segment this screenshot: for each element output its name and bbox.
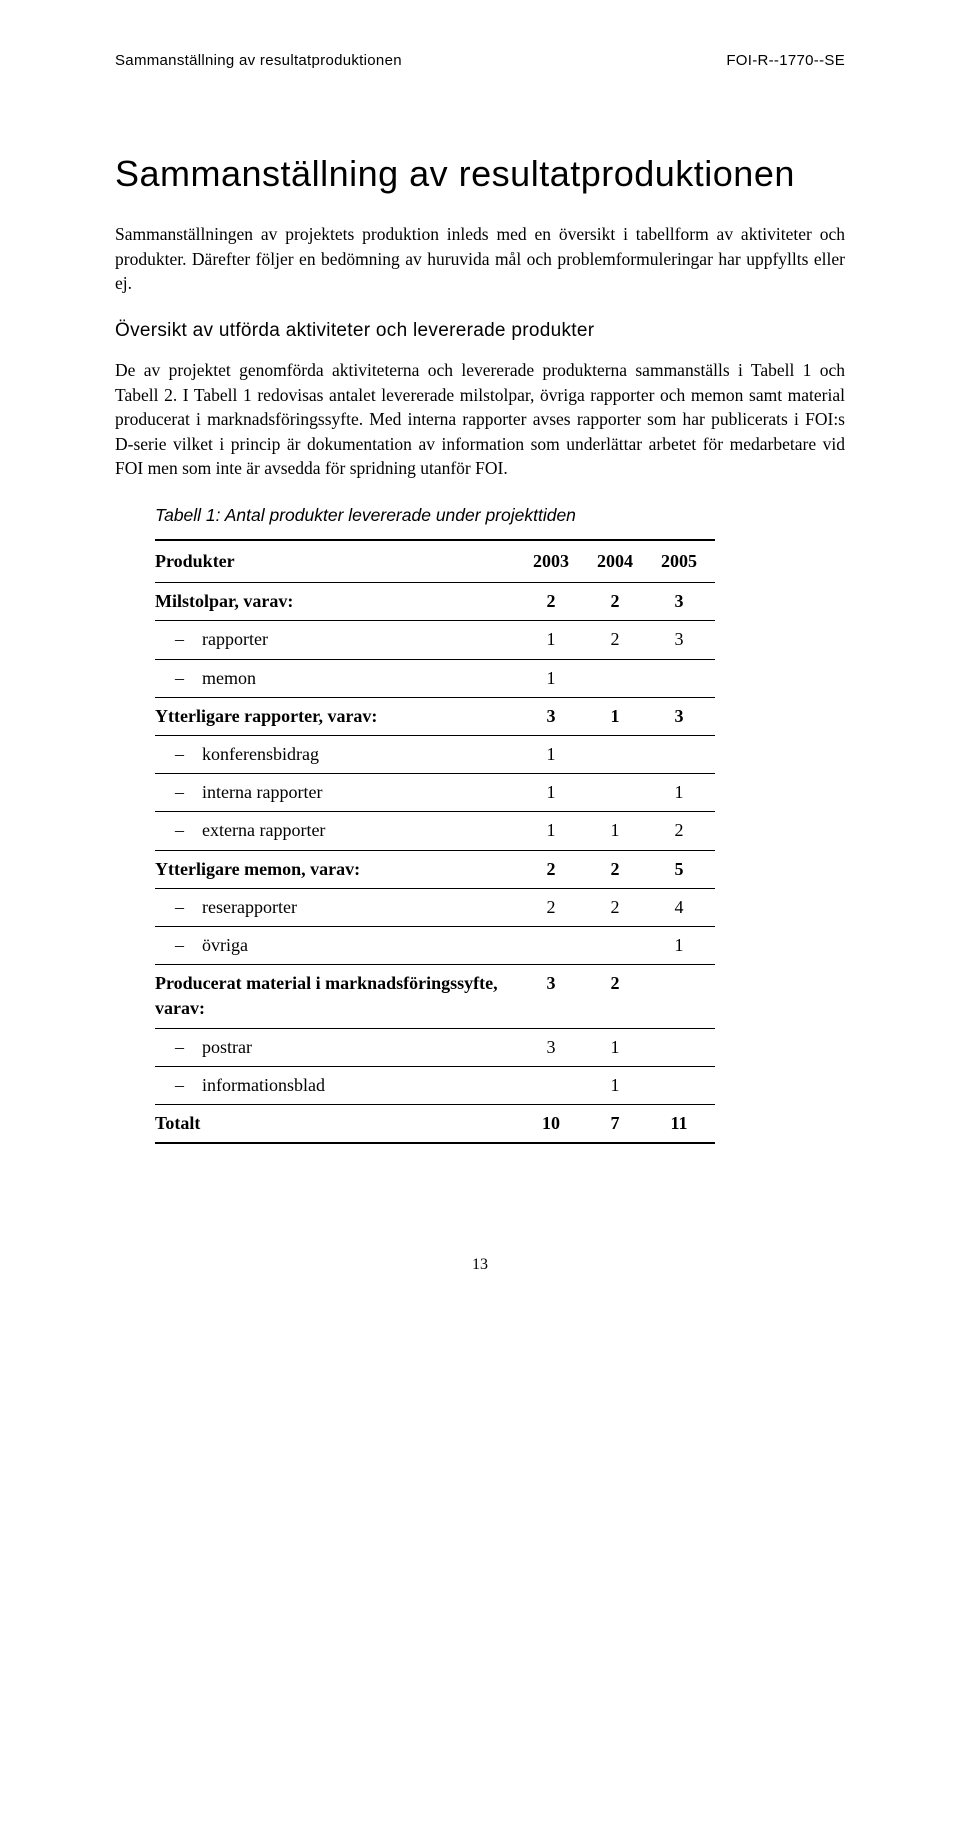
table-cell-label: – externa rapporter [155,812,523,850]
table-cell-value: 1 [523,812,587,850]
table-cell-value: 7 [587,1104,651,1143]
table-cell-value: 2 [587,850,651,888]
table-cell-label: – reserapporter [155,888,523,926]
table-cell-label: – rapporter [155,621,523,659]
table-cell-label: Producerat material i marknadsföringssyf… [155,965,523,1028]
table-cell-value: 2 [651,812,715,850]
intro-paragraph: Sammanställningen av projektets produkti… [115,222,845,296]
table-row: Ytterligare rapporter, varav:313 [155,697,715,735]
table-cell-label: – konferensbidrag [155,736,523,774]
table-cell-value [651,965,715,1028]
table-cell-label: Ytterligare rapporter, varav: [155,697,523,735]
table-cell-value: 1 [523,659,587,697]
table-cell-value: 2 [523,888,587,926]
page-header: Sammanställning av resultatproduktionen … [115,50,845,71]
table-cell-value: 1 [587,1066,651,1104]
table-header-row: Produkter 2003 2004 2005 [155,540,715,583]
table-cell-label: Ytterligare memon, varav: [155,850,523,888]
table-row: – memon1 [155,659,715,697]
table-cell-value: 1 [587,812,651,850]
col-header-products: Produkter [155,540,523,583]
table-caption: Tabell 1: Antal produkter levererade und… [155,503,845,528]
table-cell-value [651,736,715,774]
table-cell-value: 11 [651,1104,715,1143]
table-cell-value: 1 [523,736,587,774]
table-cell-value: 2 [587,888,651,926]
table-cell-value: 3 [523,1028,587,1066]
table-cell-value: 2 [587,621,651,659]
table-cell-value [651,1028,715,1066]
table-row: Totalt10711 [155,1104,715,1143]
page-title: Sammanställning av resultatproduktionen [115,151,845,196]
table-row: – rapporter123 [155,621,715,659]
table-row: Producerat material i marknadsföringssyf… [155,965,715,1028]
table-cell-value [651,659,715,697]
table-cell-label: – informationsblad [155,1066,523,1104]
table-cell-value: 3 [651,583,715,621]
table-cell-label: – memon [155,659,523,697]
table-cell-value: 3 [651,697,715,735]
table-cell-label: Totalt [155,1104,523,1143]
table-cell-value [587,774,651,812]
table-cell-value [651,1066,715,1104]
page-number: 13 [115,1254,845,1276]
header-left: Sammanställning av resultatproduktionen [115,50,402,71]
table-row: – postrar31 [155,1028,715,1066]
table-row: – externa rapporter112 [155,812,715,850]
table-row: – reserapporter224 [155,888,715,926]
table-cell-value [523,1066,587,1104]
table-row: Ytterligare memon, varav:225 [155,850,715,888]
table-cell-value [587,926,651,964]
table-cell-value: 4 [651,888,715,926]
table-cell-value [587,736,651,774]
table-cell-label: Milstolpar, varav: [155,583,523,621]
table-cell-value: 1 [587,697,651,735]
section-paragraph: De av projektet genomförda aktiviteterna… [115,358,845,481]
table-row: – konferensbidrag1 [155,736,715,774]
table-row: Milstolpar, varav:223 [155,583,715,621]
table-cell-value [587,659,651,697]
table-cell-value: 2 [523,850,587,888]
table-cell-value: 1 [651,926,715,964]
table-cell-value: 1 [523,621,587,659]
table-cell-value: 3 [523,697,587,735]
col-header-2004: 2004 [587,540,651,583]
table-cell-value: 1 [587,1028,651,1066]
table-row: – interna rapporter11 [155,774,715,812]
table-row: – informationsblad 1 [155,1066,715,1104]
col-header-2003: 2003 [523,540,587,583]
table-row: – övriga 1 [155,926,715,964]
table-cell-label: – interna rapporter [155,774,523,812]
table-cell-value: 1 [651,774,715,812]
section-heading: Översikt av utförda aktiviteter och leve… [115,318,845,345]
table-cell-value: 10 [523,1104,587,1143]
table-cell-label: – övriga [155,926,523,964]
table-cell-value: 5 [651,850,715,888]
table-cell-value [523,926,587,964]
table-cell-label: – postrar [155,1028,523,1066]
table-cell-value: 3 [523,965,587,1028]
table-cell-value: 2 [587,583,651,621]
col-header-2005: 2005 [651,540,715,583]
header-right: FOI-R--1770--SE [726,50,845,71]
table-cell-value: 2 [523,583,587,621]
table-cell-value: 1 [523,774,587,812]
table-cell-value: 3 [651,621,715,659]
products-table: Produkter 2003 2004 2005 Milstolpar, var… [155,539,715,1144]
table-cell-value: 2 [587,965,651,1028]
